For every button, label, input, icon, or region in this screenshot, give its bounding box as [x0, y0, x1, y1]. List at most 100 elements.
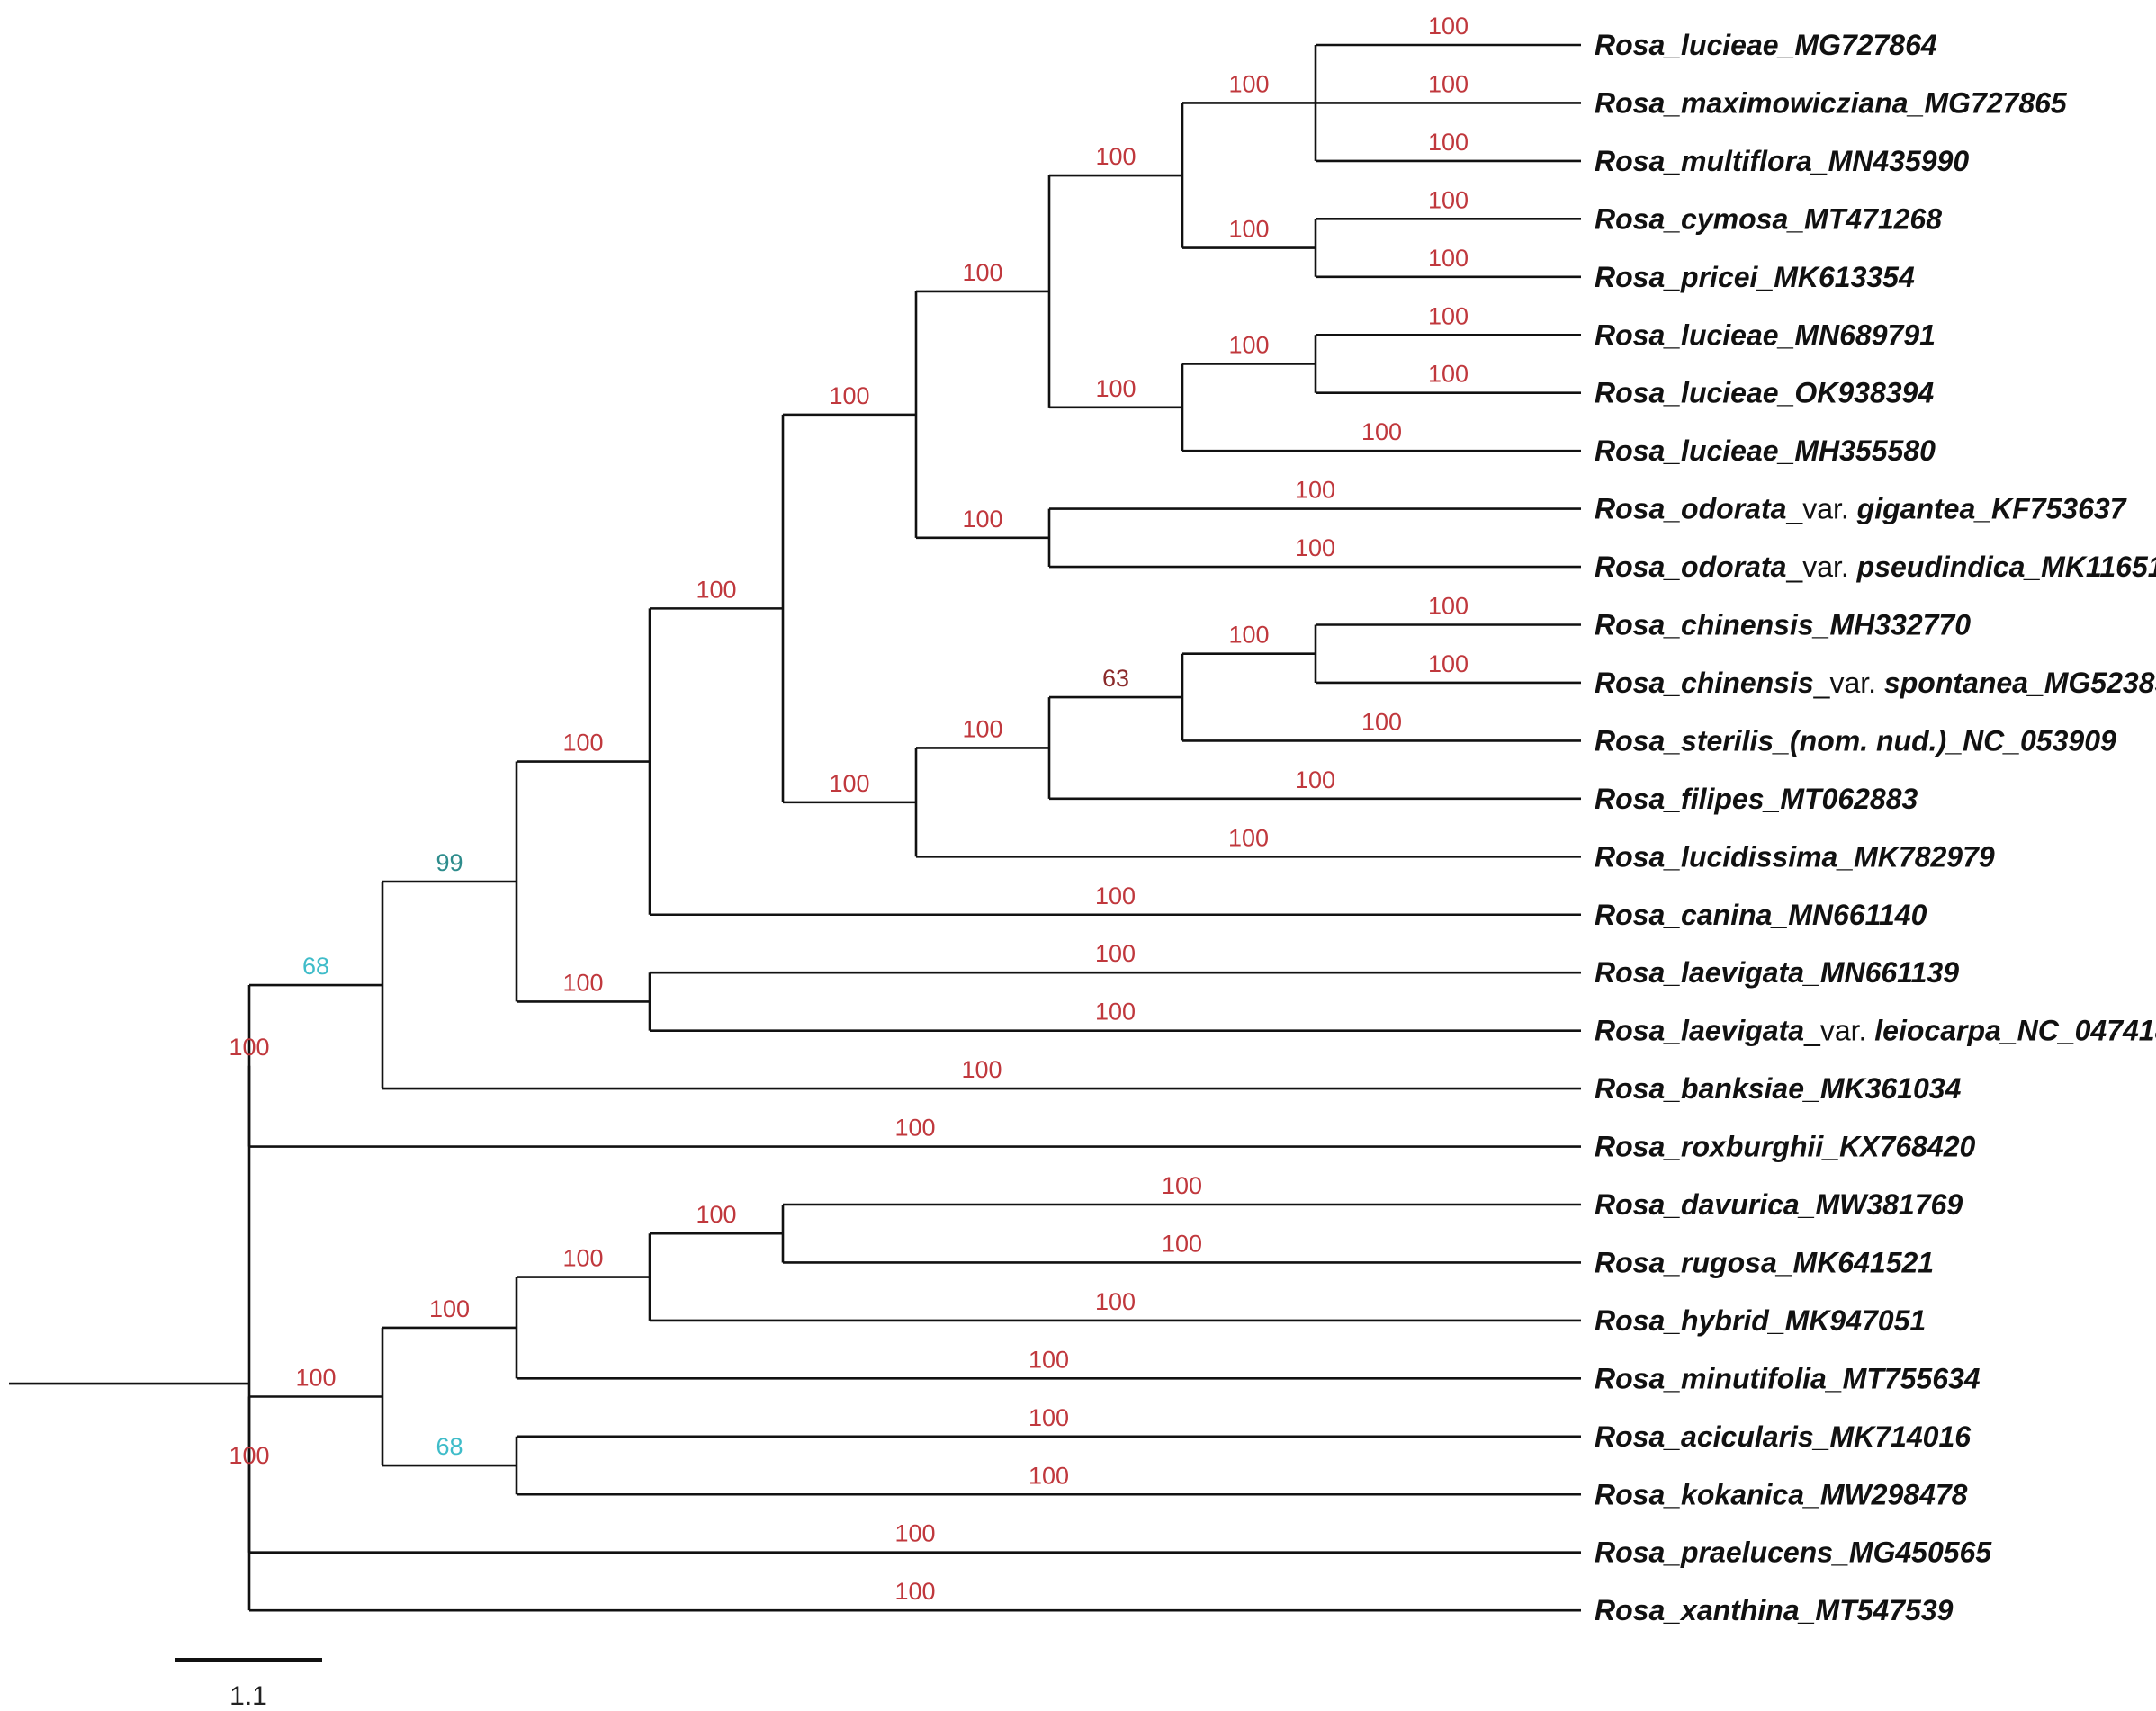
taxon-label-part: gigantea_KF753637: [1856, 493, 2128, 525]
taxon-label: Rosa_cymosa_MT471268: [1595, 202, 1942, 235]
support-value: 100: [1228, 70, 1269, 97]
taxon-label: Rosa_lucidissima_MK782979: [1595, 840, 1995, 873]
support-value: 100: [562, 730, 603, 757]
taxon-label: Rosa_laevigata_var. leiocarpa_NC_047418: [1595, 1015, 2156, 1047]
taxon-label: Rosa_kokanica_MW298478: [1595, 1478, 1968, 1510]
taxon-label: Rosa_praelucens_MG450565: [1595, 1536, 1992, 1569]
support-value: 100: [1162, 1230, 1202, 1257]
taxon-label-part: Rosa_lucieae_MH355580: [1595, 434, 1936, 467]
taxon-label-part: Rosa_chinensis_MH332770: [1595, 609, 1971, 641]
support-value: 100: [1428, 593, 1469, 620]
taxon-label-part: Rosa_rugosa_MK641521: [1595, 1246, 1934, 1278]
taxon-label-part: Rosa_canina_MN661140: [1595, 899, 1927, 931]
support-value: 100: [1428, 186, 1469, 213]
support-value: 100: [1361, 418, 1402, 445]
support-value: 68: [436, 1433, 463, 1460]
support-value: 100: [894, 1115, 935, 1142]
taxon-label: Rosa_chinensis_var. spontanea_MG523859: [1595, 667, 2156, 699]
support-value: 100: [1428, 13, 1469, 40]
support-value: 100: [894, 1520, 935, 1547]
taxon-label-part: pseudindica_MK116518: [1856, 551, 2156, 583]
support-value: 100: [1095, 143, 1136, 170]
taxon-label-part: _var.: [1803, 1015, 1874, 1047]
support-value: 100: [1428, 302, 1469, 329]
support-value: 100: [1428, 70, 1469, 97]
support-value: 100: [696, 1201, 736, 1228]
taxon-label: Rosa_xanthina_MT547539: [1595, 1594, 1954, 1626]
support-value: 100: [1228, 331, 1269, 358]
support-value: 100: [562, 1245, 603, 1272]
taxon-label: Rosa_filipes_MT062883: [1595, 783, 1918, 815]
taxon-label-part: Rosa_laevigata: [1595, 1015, 1804, 1047]
support-value: 100: [1029, 1404, 1069, 1431]
taxon-label: Rosa_sterilis_(nom. nud.)_NC_053909: [1595, 724, 2116, 757]
support-values: 100 68 99 100 100 100 100 100 100 100 100 100 100 100…: [229, 13, 1469, 1605]
scale-bar: 1.1: [175, 1658, 322, 1711]
taxon-label-part: Rosa_odorata: [1595, 551, 1786, 583]
taxon-label-part: _var.: [1813, 667, 1884, 699]
support-value: 100: [1295, 766, 1335, 793]
support-value: 100: [1095, 882, 1136, 909]
taxon-label: Rosa_lucieae_MN689791: [1595, 318, 1936, 351]
taxon-label-part: Rosa_laevigata_MN661139: [1595, 956, 1959, 989]
support-value: 100: [1095, 999, 1136, 1026]
taxon-label: Rosa_odorata_var. gigantea_KF753637: [1595, 493, 2128, 525]
support-value: 100: [829, 770, 869, 797]
support-value: 100: [1228, 824, 1269, 851]
support-value: 100: [962, 506, 1002, 533]
taxon-label: Rosa_odorata_var. pseudindica_MK116518: [1595, 551, 2156, 583]
taxon-label-part: _var.: [1785, 493, 1856, 525]
support-value: 100: [962, 715, 1002, 742]
support-value: 100: [961, 1056, 1002, 1083]
taxon-label: Rosa_canina_MN661140: [1595, 899, 1927, 931]
taxon-label-part: Rosa_acicularis_MK714016: [1595, 1420, 1971, 1453]
support-value: 100: [229, 1442, 269, 1469]
taxon-label: Rosa_lucieae_OK938394: [1595, 377, 1934, 409]
support-value: 100: [1162, 1172, 1202, 1199]
support-value: 100: [429, 1295, 470, 1322]
scale-bar-label: 1.1: [229, 1681, 267, 1711]
taxon-label-part: Rosa_hybrid_MK947051: [1595, 1304, 1926, 1337]
taxon-label-part: Rosa_lucieae_OK938394: [1595, 377, 1934, 409]
taxon-label-part: leiocarpa_NC_047418: [1874, 1015, 2156, 1047]
support-value: 100: [1428, 650, 1469, 677]
taxon-label-part: _var.: [1785, 551, 1856, 583]
taxon-label-part: Rosa_lucieae_MN689791: [1595, 318, 1936, 351]
taxon-label-part: Rosa_xanthina_MT547539: [1595, 1594, 1954, 1626]
support-value: 100: [1095, 1288, 1136, 1315]
support-value: 100: [295, 1364, 336, 1391]
taxon-label-part: Rosa_maximowicziana_MG727865: [1595, 86, 2068, 119]
taxon-label-part: Rosa_sterilis_(nom. nud.)_NC_053909: [1595, 724, 2116, 757]
support-value: 100: [894, 1578, 935, 1605]
taxon-label-part: Rosa_lucidissima_MK782979: [1595, 840, 1995, 873]
taxon-label-part: Rosa_praelucens_MG450565: [1595, 1536, 1992, 1569]
support-value: 100: [562, 969, 603, 996]
support-value: 100: [1228, 216, 1269, 243]
support-value: 100: [1295, 477, 1335, 504]
taxon-label-part: Rosa_odorata: [1595, 493, 1786, 525]
support-value: 99: [436, 849, 463, 876]
support-value: 100: [1095, 375, 1136, 402]
support-value: 100: [1428, 245, 1469, 272]
taxon-label-part: Rosa_roxburghii_KX768420: [1595, 1131, 1976, 1163]
taxon-label-part: Rosa_chinensis: [1595, 667, 1814, 699]
support-value: 100: [1228, 622, 1269, 649]
support-value: 100: [1295, 534, 1335, 561]
taxon-label: Rosa_acicularis_MK714016: [1595, 1420, 1971, 1453]
taxon-label-part: Rosa_kokanica_MW298478: [1595, 1478, 1968, 1510]
taxon-label-part: Rosa_banksiae_MK361034: [1595, 1072, 1962, 1105]
taxon-label-part: Rosa_pricei_MK613354: [1595, 261, 1915, 293]
support-value: 63: [1102, 665, 1129, 692]
taxon-label: Rosa_lucieae_MG727864: [1595, 29, 1937, 61]
taxon-label: Rosa_roxburghii_KX768420: [1595, 1131, 1976, 1163]
tree-branches: [9, 43, 1581, 1612]
taxon-label: Rosa_laevigata_MN661139: [1595, 956, 1959, 989]
taxon-label-part: Rosa_davurica_MW381769: [1595, 1188, 1963, 1221]
support-value: 68: [302, 953, 329, 980]
support-value: 100: [1361, 708, 1402, 735]
taxon-label-part: Rosa_cymosa_MT471268: [1595, 202, 1942, 235]
support-value: 100: [829, 382, 869, 409]
taxon-label: Rosa_hybrid_MK947051: [1595, 1304, 1926, 1337]
taxon-label-part: Rosa_multiflora_MN435990: [1595, 145, 1969, 177]
taxon-label-part: spontanea_MG523859: [1884, 667, 2156, 699]
